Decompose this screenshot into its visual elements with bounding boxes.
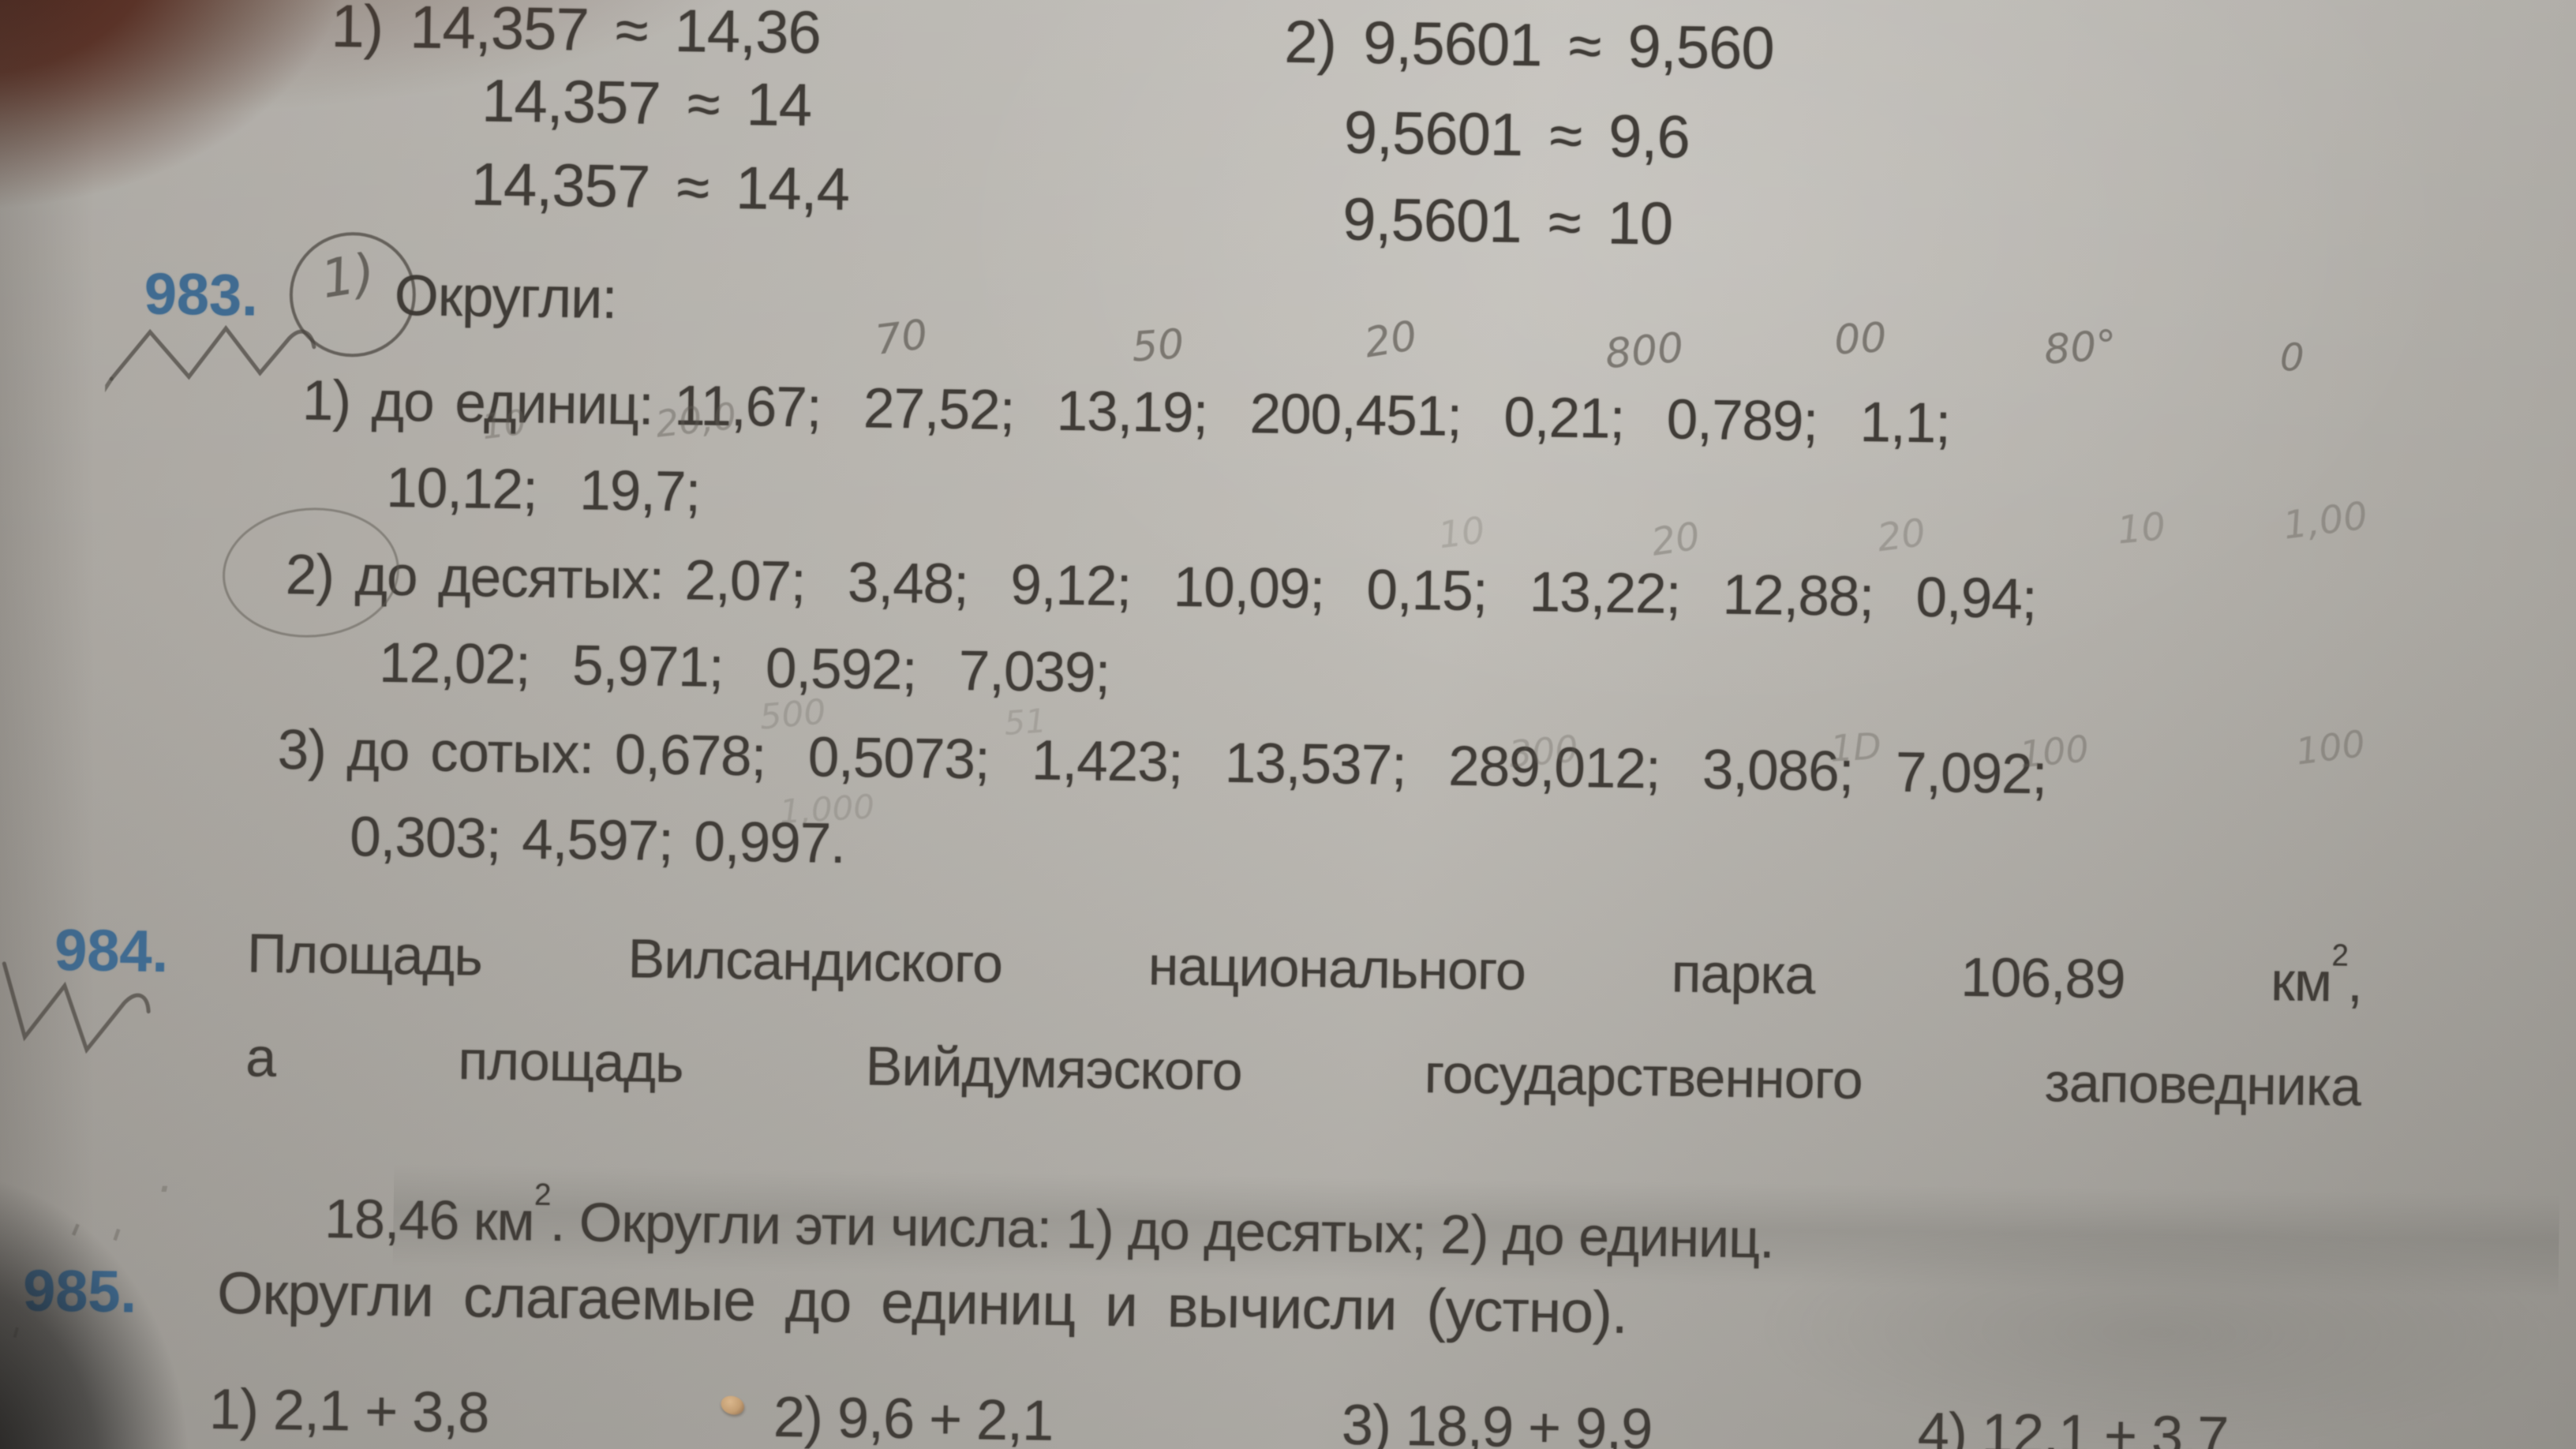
problem-985-exercise-1: 1) 2,1 + 3,8: [208, 1377, 489, 1445]
example-right-line-3: 9,5601 ≈ 10: [1342, 185, 1673, 258]
problem-984-line1-text: Площадь Вилсандиского национального парк…: [246, 922, 2332, 1013]
problem-984-km2-superscript: 2: [2331, 938, 2349, 973]
paper-speck: [718, 1392, 747, 1418]
pencil-note: 20: [1361, 312, 1421, 368]
pencil-squiggle-under-983: [104, 324, 316, 399]
problem-985-number: 985.: [22, 1257, 137, 1325]
problem-983-item2-line2: 12,02; 5,971; 0,592; 7,039;: [378, 631, 1110, 705]
pencil-note: 1D: [1829, 724, 1883, 770]
pencil-squiggle-under-984: [2, 961, 151, 1054]
example-right-line-2: 9,5601 ≈ 9,6: [1343, 99, 1690, 171]
problem-985-exercise-3: 3) 18,9 + 9,9: [1341, 1393, 1653, 1449]
pencil-note: 100: [2017, 727, 2091, 777]
pencil-note: 100: [2293, 722, 2368, 773]
pencil-note: 20: [1648, 514, 1703, 565]
problem-985-exercise-4: 4) 12,1 + 3,7: [1917, 1402, 2229, 1449]
pencil-note: 1,000: [778, 787, 876, 832]
pencil-note: 1,00: [2280, 493, 2371, 549]
pencil-note: 51: [1002, 701, 1048, 743]
problem-985-exercise-2: 2) 9,6 + 2,1: [773, 1385, 1054, 1449]
pencil-note: 00: [1833, 314, 1889, 365]
problem-984-line1: Площадь Вилсандиского национального парк…: [247, 921, 2363, 1013]
pencil-note: 500: [758, 691, 828, 738]
pencil-tick: ': [2, 1319, 24, 1365]
pencil-note: 10: [2115, 504, 2168, 553]
problem-984-line2: а площадь Вийдумяэского государственного…: [245, 1026, 2361, 1118]
pencil-note: 20,0: [653, 394, 739, 446]
problem-983-title: Округли:: [394, 264, 617, 331]
problem-983-item1-line2: 10,12; 19,7;: [385, 456, 701, 524]
pencil-note: 70: [872, 311, 930, 365]
example-left-line-2: 14,357 ≈ 14: [481, 67, 812, 140]
pencil-note: 10: [479, 402, 529, 448]
pencil-dot: .: [158, 1148, 174, 1204]
pencil-note: 10: [1436, 508, 1488, 557]
problem-983-item3-line1: 3) до сотых: 0,678; 0,5073; 1,423; 13,53…: [277, 719, 2047, 807]
problem-984-line3-rest: . Округли эти числа: 1) до десятых; 2) д…: [549, 1190, 1775, 1270]
pencil-note: 20: [1874, 511, 1929, 561]
problem-984-line3-text: 18,46 км: [324, 1187, 535, 1252]
example-left-line-1: 1) 14,357 ≈ 14,36: [330, 0, 822, 67]
problem-984-km2-superscript-2: 2: [534, 1178, 551, 1212]
example-right-line-1: 2) 9,5601 ≈ 9,560: [1283, 8, 1775, 83]
problem-983-item2-line1: 2) до десятых: 2,07; 3,48; 9,12; 10,09; …: [285, 544, 2037, 631]
pencil-circle-around-item2: [218, 501, 404, 644]
pencil-note: 800: [1603, 324, 1686, 379]
pencil-note: 50: [1129, 320, 1186, 372]
pencil-note: 80°: [2042, 321, 2119, 375]
problem-983-item1-line1: 1) до единиц: 11,67; 27,52; 13,19; 200,4…: [301, 369, 1951, 455]
problem-984-line1-comma: ,: [2346, 951, 2363, 1013]
example-left-line-3: 14,357 ≈ 14,4: [470, 151, 850, 224]
problem-983-item3-line2: 0,303; 4,597; 0,997.: [349, 806, 846, 876]
pencil-note: 0: [2279, 335, 2305, 380]
pencil-note: 300: [1507, 727, 1580, 777]
